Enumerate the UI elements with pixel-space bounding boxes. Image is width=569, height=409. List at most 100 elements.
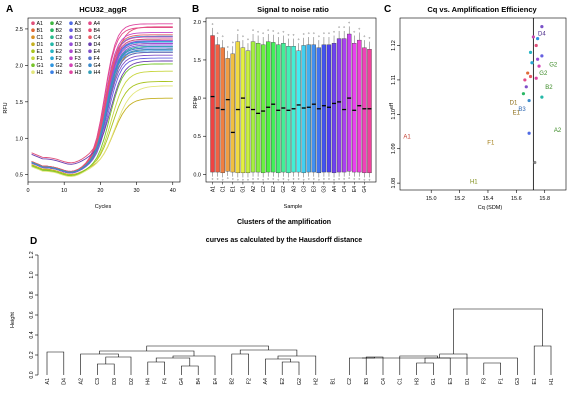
legend-swatch-E2 [50, 49, 54, 53]
legend-label-C2: C2 [56, 35, 63, 41]
box-A2 [250, 41, 256, 173]
panel-b-title: Signal to noise ratio [257, 5, 329, 14]
scatter-label-G2: G2 [539, 71, 548, 77]
legend-swatch-G1 [31, 63, 35, 67]
scatter-point [534, 76, 538, 80]
panel-b-xtick-label: A4 [332, 186, 338, 192]
legend-swatch-F2 [50, 56, 54, 60]
box-outlier-D1 [226, 177, 229, 179]
legend-label-D3: D3 [75, 42, 82, 48]
dendrogram-branch [46, 351, 65, 375]
panel-c-ytick-label: 1.08 [391, 178, 397, 189]
box-E1 [230, 53, 235, 173]
panel-b-xtick-label: A3 [291, 186, 297, 192]
box-outlier-G2 [282, 30, 285, 33]
panel-b-xtick-label: C3 [301, 186, 307, 193]
box-B3 [296, 50, 301, 173]
panel-c-ylabel: eff [389, 103, 395, 109]
box-outlier-C2 [262, 178, 264, 181]
legend-swatch-C4 [88, 35, 92, 39]
box-outlier-F3 [318, 178, 320, 181]
panel-b-xtick-label: E4 [352, 186, 358, 192]
panel-b-xtick-label: G3 [322, 186, 328, 193]
box-outlier-A3 [292, 178, 295, 180]
box-outlier-H4 [368, 37, 371, 39]
panel-a-ytick-label: 1.5 [15, 100, 23, 106]
box-outlier-D1 [226, 46, 229, 48]
dendrogram-branch [147, 361, 165, 375]
panel-d-ytick-label: 0.8 [29, 291, 35, 298]
box-F2 [276, 44, 281, 174]
dendrogram-leaf-G1: G1 [431, 378, 437, 385]
box-outlier-G1 [242, 178, 244, 181]
dendrogram-branch [483, 362, 501, 375]
panel-a-xtick-label: 20 [97, 188, 103, 194]
legend-swatch-H2 [50, 70, 54, 74]
box-outlier-C3 [302, 178, 305, 181]
dendrogram-leaf-A2: A2 [78, 378, 84, 385]
panel-c-ytick-label: 1.09 [391, 143, 397, 154]
curve-G1 [31, 63, 173, 177]
box-outlier-H1 [247, 38, 249, 41]
box-outlier-C4 [343, 26, 345, 28]
scatter-point [536, 57, 540, 61]
panel-d-ylabel: Height [10, 312, 16, 328]
box-H4 [367, 49, 372, 174]
box-outlier-G1 [242, 35, 244, 38]
box-outlier-F4 [358, 178, 361, 180]
box-outlier-D4 [348, 177, 350, 179]
legend-label-D4: D4 [94, 42, 101, 48]
box-A4 [331, 42, 337, 174]
box-outlier-C2 [262, 32, 264, 35]
panel-d-ytick-label: 0.0 [29, 371, 35, 378]
scatter-label-B2: B2 [545, 85, 553, 91]
box-outlier-A1 [211, 178, 214, 180]
legend-swatch-D4 [88, 42, 92, 46]
panel-b-xtick-label: E2 [271, 186, 277, 192]
box-outlier-E3 [313, 178, 315, 180]
dendrogram-branch [181, 365, 199, 375]
panel-c-ytick-label: 1.11 [391, 75, 397, 85]
dendrogram-leaf-E2: E2 [280, 378, 286, 385]
panel-b-xtick-label: A1 [210, 186, 216, 192]
legend-label-C1: C1 [37, 35, 44, 41]
legend-label-E1: E1 [37, 49, 44, 55]
dendrogram-leaf-H3: H3 [414, 378, 420, 385]
box-outlier-E3 [313, 32, 315, 35]
scatter-label-E1: E1 [513, 111, 521, 117]
scatter-point [528, 74, 533, 79]
legend-label-E3: E3 [75, 49, 82, 55]
panel-b-letter: B [192, 4, 199, 15]
legend-swatch-C3 [69, 35, 73, 39]
box-H1 [245, 50, 251, 174]
legend-swatch-C2 [50, 35, 54, 39]
dendrogram-branch [146, 345, 269, 351]
box-E3 [311, 44, 316, 173]
legend-label-F1: F1 [37, 56, 43, 62]
box-outlier-H2 [287, 34, 290, 36]
legend-swatch-F1 [31, 56, 35, 60]
box-outlier-F3 [318, 35, 320, 38]
box-outlier-B2 [257, 30, 259, 33]
dendrogram-leaf-F4: F4 [162, 378, 168, 384]
scatter-label-F1: F1 [487, 141, 495, 147]
legend-swatch-B4 [88, 28, 92, 32]
panel-c-ytick-label: 1.12 [391, 40, 397, 51]
dendrogram-leaf-F1: F1 [498, 378, 504, 384]
legend-label-H3: H3 [75, 70, 82, 76]
box-outlier-H3 [328, 178, 330, 180]
box-A1 [210, 35, 215, 173]
panel-a-letter: A [6, 4, 13, 15]
box-H2 [286, 46, 291, 174]
panel-b-xtick-label: A2 [251, 186, 257, 192]
scatter-label-H1: H1 [470, 179, 478, 185]
curve-D4 [31, 60, 173, 165]
panel-a-ytick-label: 2.5 [15, 27, 23, 33]
box-F3 [316, 47, 322, 174]
box-B2 [255, 42, 261, 173]
panel-b-ytick-label: 1.5 [193, 58, 201, 64]
box-outlier-F2 [277, 32, 280, 35]
dendrogram-leaf-E3: E3 [448, 378, 454, 385]
legend-swatch-A1 [31, 21, 35, 26]
panel-d-title-line1: Clusters of the amplification [237, 219, 331, 226]
